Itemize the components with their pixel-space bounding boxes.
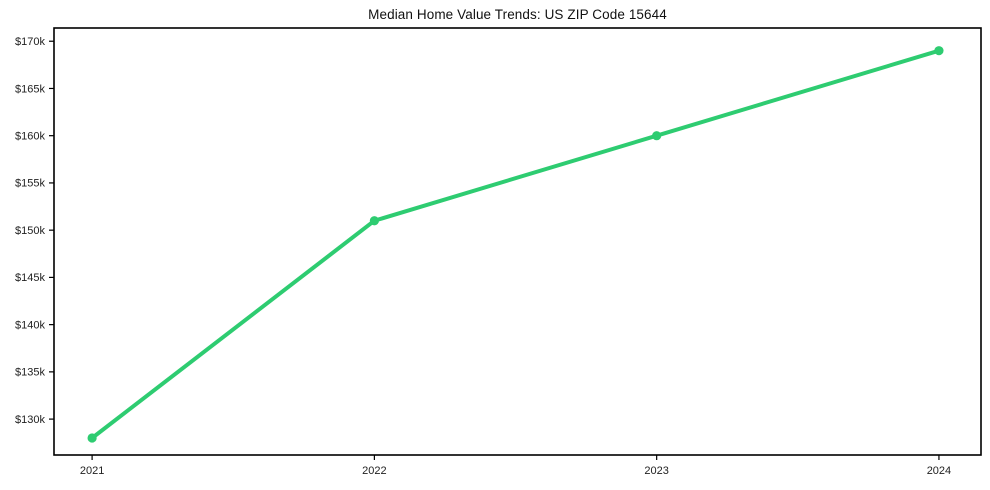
y-tick-label: $145k (15, 272, 45, 284)
chart-title: Median Home Value Trends: US ZIP Code 15… (368, 7, 667, 22)
plot-border (53, 27, 982, 456)
y-tick-label: $160k (15, 130, 45, 142)
x-tick-label: 2023 (644, 465, 668, 477)
y-tick-label: $135k (15, 367, 45, 379)
y-tick-label: $155k (15, 178, 45, 190)
x-tick-label: 2024 (927, 465, 951, 477)
data-point-marker (934, 46, 944, 56)
y-tick-label: $140k (15, 319, 45, 331)
y-tick-label: $165k (15, 83, 45, 95)
data-point-marker (369, 216, 379, 226)
y-tick-label: $170k (15, 36, 45, 48)
x-tick-label: 2022 (362, 465, 386, 477)
y-tick-label: $130k (15, 414, 45, 426)
x-tick-label: 2021 (80, 465, 104, 477)
trend-line (90, 48, 941, 440)
data-point-marker (652, 131, 662, 141)
data-point-marker (87, 433, 97, 443)
y-tick-label: $150k (15, 225, 45, 237)
